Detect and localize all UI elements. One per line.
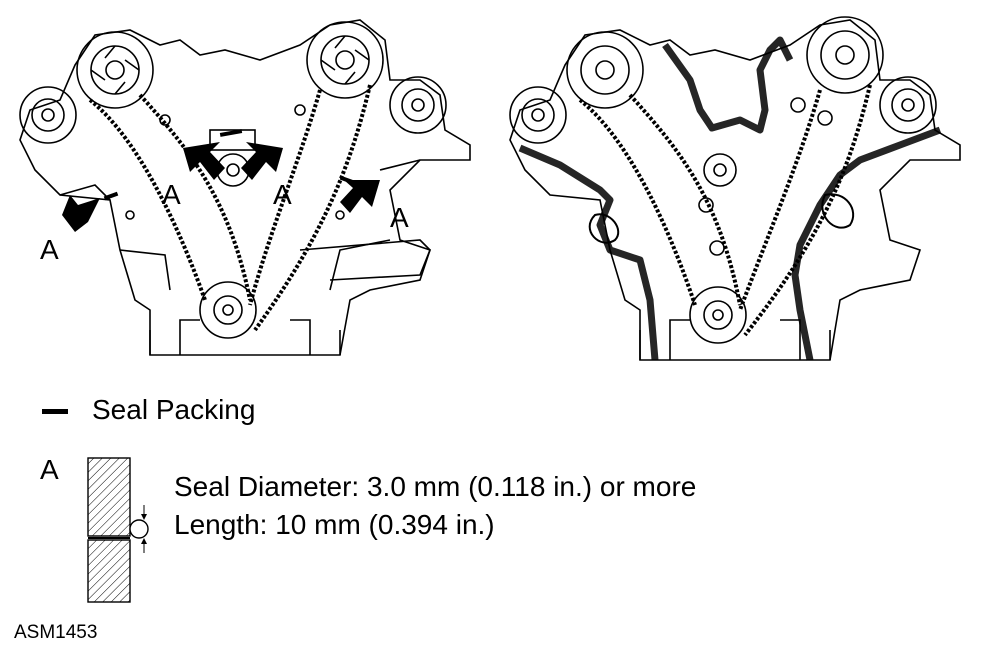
seal-diameter-text: Seal Diameter: 3.0 mm (0.118 in.) or mor… — [174, 471, 697, 502]
figure-code: ASM1453 — [14, 622, 98, 643]
callout-a-center-left: A — [162, 179, 181, 210]
seal-bead-detail — [87, 457, 149, 603]
callout-a-center-right: A — [273, 179, 292, 210]
seal-packing-symbol — [42, 409, 68, 414]
callout-a-right: A — [390, 202, 409, 233]
detail-a-letter: A — [40, 454, 59, 485]
seal-packing-label: Seal Packing — [92, 394, 256, 425]
seal-length-text: Length: 10 mm (0.394 in.) — [174, 509, 495, 540]
callout-a-lower-left: A — [40, 234, 59, 265]
